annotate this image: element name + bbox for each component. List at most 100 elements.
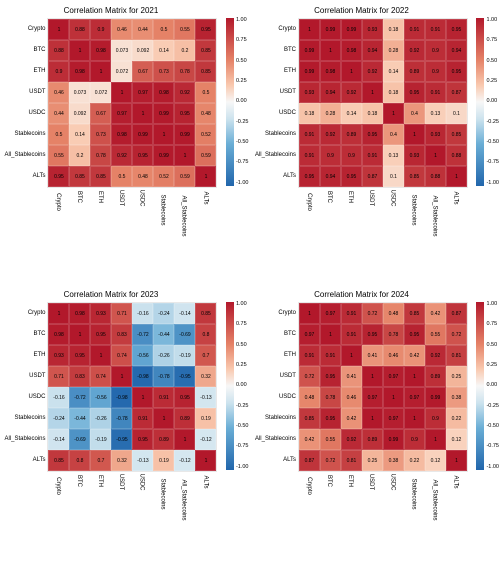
colorbar-gradient (226, 302, 234, 470)
x-tick-slot: USDC (382, 473, 403, 515)
x-tick-label: BTC (326, 191, 332, 203)
matrix-cell: 1 (48, 19, 69, 40)
matrix-cell: 0.99 (425, 387, 446, 408)
matrix-cell: 1 (362, 408, 383, 429)
x-tick-slot: USDT (361, 189, 382, 231)
matrix-cell: 0.99 (383, 429, 404, 450)
matrix-cell: 1 (404, 408, 425, 429)
matrix-cell: 0.98 (341, 40, 362, 61)
colorbar-tick-label: -0.25 (486, 404, 499, 410)
y-tick-label: ALTs (255, 173, 296, 179)
matrix-cell: 0.1 (383, 166, 404, 187)
colorbar-gradient (476, 302, 484, 470)
y-tick-label: Crypto (255, 26, 296, 32)
matrix-cell: 1 (69, 40, 90, 61)
matrix-cell: 1 (48, 303, 69, 324)
matrix-cell: 0.95 (299, 166, 320, 187)
heatmap-wrap: CryptoBTCETHUSDTUSDCStablecoinsAll_Stabl… (4, 302, 217, 515)
matrix-cell: 0.073 (69, 82, 90, 103)
colorbar-ticks: 1.000.750.500.250.00-0.25-0.50-0.75-1.00 (236, 302, 249, 470)
matrix-cell: 0.4 (383, 124, 404, 145)
x-tick-label: Crypto (55, 477, 61, 495)
x-tick-label: ALTs (452, 192, 458, 205)
matrix-cell: 1 (111, 366, 132, 387)
matrix-cell: 0.98 (90, 40, 111, 61)
x-axis-labels: CryptoBTCETHUSDTUSDCStablecoinsAll_Stabl… (298, 189, 466, 231)
matrix-cell: 0.9 (90, 19, 111, 40)
matrix-cell: 0.99 (299, 61, 320, 82)
y-axis-labels: CryptoBTCETHUSDTUSDCStablecoinsAll_Stabl… (4, 18, 45, 186)
y-tick-label: USDC (255, 110, 296, 116)
x-tick-label: USDC (389, 474, 395, 491)
x-tick-label: ETH (347, 475, 353, 487)
matrix-cell: 1 (153, 408, 174, 429)
colorbar: 1.000.750.500.250.00-0.25-0.50-0.75-1.00 (226, 302, 249, 570)
matrix-cell: 0.48 (195, 103, 216, 124)
matrix-cell: 0.98 (48, 324, 69, 345)
x-tick-label: Stablecoins (410, 194, 416, 225)
x-tick-slot: USDT (110, 189, 131, 231)
matrix-cell: 1 (90, 345, 111, 366)
matrix-cell: -0.19 (90, 429, 111, 450)
matrix-cell: 0.92 (320, 124, 341, 145)
x-tick-label: All_Stablecoins (431, 195, 437, 236)
matrix-cell: 0.59 (174, 166, 195, 187)
matrix-cell: 0.41 (362, 345, 383, 366)
x-tick-slot: All_Stablecoins (424, 189, 445, 231)
x-tick-label: Crypto (305, 477, 311, 495)
matrix-cell: 0.88 (69, 19, 90, 40)
x-tick-slot: Stablecoins (152, 189, 173, 231)
matrix-cell: 0.73 (90, 124, 111, 145)
matrix-cell: 0.95 (195, 19, 216, 40)
colorbar-tick-label: 0.50 (486, 59, 499, 65)
heatmap-wrap: CryptoBTCETHUSDTUSDCStablecoinsAll_Stabl… (255, 18, 468, 231)
matrix-cell: 0.88 (425, 166, 446, 187)
colorbar-tick-label: 0.00 (236, 99, 249, 105)
y-axis-labels: CryptoBTCETHUSDTUSDCStablecoinsAll_Stabl… (255, 302, 296, 470)
x-tick-label: USDT (368, 474, 374, 490)
matrix-cell: 0.9 (425, 61, 446, 82)
colorbar-gradient (226, 18, 234, 186)
y-tick-label: ALTs (4, 173, 45, 179)
matrix-cell: 0.19 (153, 450, 174, 471)
matrix-cell: 0.89 (425, 366, 446, 387)
x-tick-slot: BTC (319, 473, 340, 515)
x-tick-slot: USDT (361, 473, 382, 515)
matrix-cell: -0.13 (195, 387, 216, 408)
matrix-and-xlabels: 10.970.910.720.480.850.420.870.9710.910.… (298, 302, 468, 515)
matrix-cell: 0.85 (195, 40, 216, 61)
matrix-cell: 0.8 (195, 324, 216, 345)
x-tick-label: USDC (139, 474, 145, 491)
matrix-cell: 0.85 (404, 303, 425, 324)
matrix-cell: 1 (90, 61, 111, 82)
matrix-cell: 0.88 (48, 40, 69, 61)
matrix-cell: 0.46 (341, 387, 362, 408)
chart-title: Correlation Matrix for 2024 (314, 290, 409, 299)
colorbar-tick-label: 0.00 (486, 383, 499, 389)
colorbar-tick-label: 1.00 (486, 302, 499, 308)
matrix-cell: -0.14 (48, 429, 69, 450)
colorbar-tick-label: -0.50 (486, 140, 499, 146)
matrix-cell: -0.98 (132, 366, 153, 387)
matrix-cell: 0.89 (341, 124, 362, 145)
y-tick-label: All_Stablecoins (4, 436, 45, 442)
x-tick-slot: BTC (68, 473, 89, 515)
matrix-cell: 1 (299, 19, 320, 40)
matrix-cell: 0.91 (341, 324, 362, 345)
matrix-cell: 0.73 (153, 61, 174, 82)
y-tick-label: Stablecoins (255, 131, 296, 137)
matrix-cell: 0.92 (341, 429, 362, 450)
y-tick-label: ETH (4, 68, 45, 74)
x-axis-labels: CryptoBTCETHUSDTUSDCStablecoinsAll_Stabl… (47, 189, 215, 231)
matrix-cell: 0.5 (111, 166, 132, 187)
colorbar-tick-label: 0.75 (236, 38, 249, 44)
matrix-cell: 0.9 (48, 61, 69, 82)
correlation-matrix: 10.970.910.720.480.850.420.870.9710.910.… (298, 302, 468, 472)
chart-area: Correlation Matrix for 2021CryptoBTCETHU… (2, 6, 220, 286)
matrix-cell: 0.94 (320, 166, 341, 187)
matrix-cell: 0.42 (299, 429, 320, 450)
x-tick-slot: Crypto (298, 473, 319, 515)
matrix-cell: 0.28 (320, 103, 341, 124)
matrix-cell: 0.91 (299, 124, 320, 145)
correlation-matrix: 10.980.930.71-0.16-0.24-0.140.850.9810.9… (47, 302, 217, 472)
